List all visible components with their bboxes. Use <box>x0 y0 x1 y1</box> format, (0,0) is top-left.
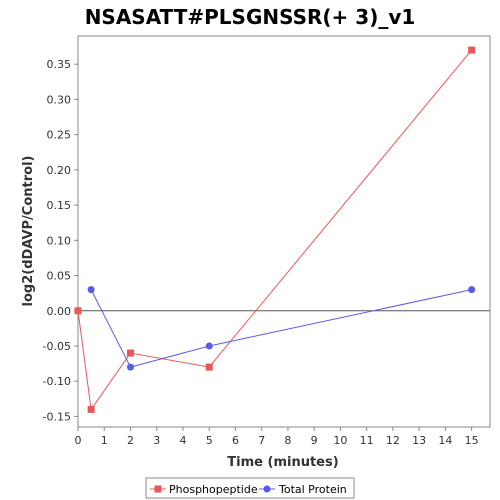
x-tick-label: 5 <box>206 434 213 447</box>
x-tick-label: 1 <box>101 434 108 447</box>
y-axis-title: log2(dDAVP/Control) <box>21 156 36 307</box>
legend-box <box>145 477 355 499</box>
data-point-square <box>205 363 213 371</box>
legend-marker-circle <box>263 485 271 493</box>
data-point-circle <box>126 363 134 371</box>
legend-label: Phosphopeptide <box>169 483 258 496</box>
x-tick-label: 3 <box>153 434 160 447</box>
y-tick-label: -0.05 <box>43 340 71 353</box>
x-axis-title: Time (minutes) <box>227 455 338 470</box>
legend-label: Total Protein <box>278 483 347 496</box>
x-tick-label: 13 <box>412 434 426 447</box>
x-tick-label: 0 <box>75 434 82 447</box>
x-tick-label: 7 <box>258 434 265 447</box>
legend: Phosphopeptide Total Protein <box>145 477 355 499</box>
x-axis: 0 1 2 3 4 5 6 7 8 9 10 11 12 13 14 15 <box>75 427 479 447</box>
plot-area <box>77 35 491 428</box>
data-point-circle <box>87 286 95 294</box>
y-tick-label: 0.10 <box>47 234 72 247</box>
x-tick-label: 9 <box>311 434 318 447</box>
x-tick-label: 11 <box>360 434 374 447</box>
legend-marker-square <box>154 485 162 493</box>
series-group <box>74 46 476 413</box>
series-line-1 <box>90 289 472 368</box>
data-point-square <box>74 307 82 315</box>
x-tick-label: 15 <box>465 434 479 447</box>
x-tick-label: 12 <box>386 434 400 447</box>
y-tick-label: 0.35 <box>47 58 72 71</box>
data-point-circle <box>205 342 213 350</box>
x-tick-label: 10 <box>333 434 347 447</box>
y-tick-label: -0.10 <box>43 375 71 388</box>
data-point-square <box>87 405 95 413</box>
x-tick-label: 6 <box>232 434 239 447</box>
x-tick-label: 4 <box>179 434 186 447</box>
x-tick-label: 2 <box>127 434 134 447</box>
y-tick-label: 0.20 <box>47 164 72 177</box>
x-tick-label: 14 <box>438 434 452 447</box>
y-tick-label: 0.30 <box>47 93 72 106</box>
x-tick-label: 8 <box>284 434 291 447</box>
y-tick-label: 0.15 <box>47 199 72 212</box>
data-point-square <box>126 349 134 357</box>
data-point-circle <box>468 286 476 294</box>
chart-title: NSASATT#PLSGNSSR(+ 3)_v1 <box>85 5 416 29</box>
y-tick-label: 0.00 <box>47 305 72 318</box>
y-axis: -0.15 -0.10 -0.05 0.00 0.05 0.10 0.15 0.20 0.25 0… <box>43 58 78 423</box>
data-point-square <box>468 46 476 54</box>
y-tick-label: -0.15 <box>43 410 71 423</box>
y-tick-label: 0.25 <box>47 129 72 142</box>
y-tick-label: 0.05 <box>47 270 72 283</box>
